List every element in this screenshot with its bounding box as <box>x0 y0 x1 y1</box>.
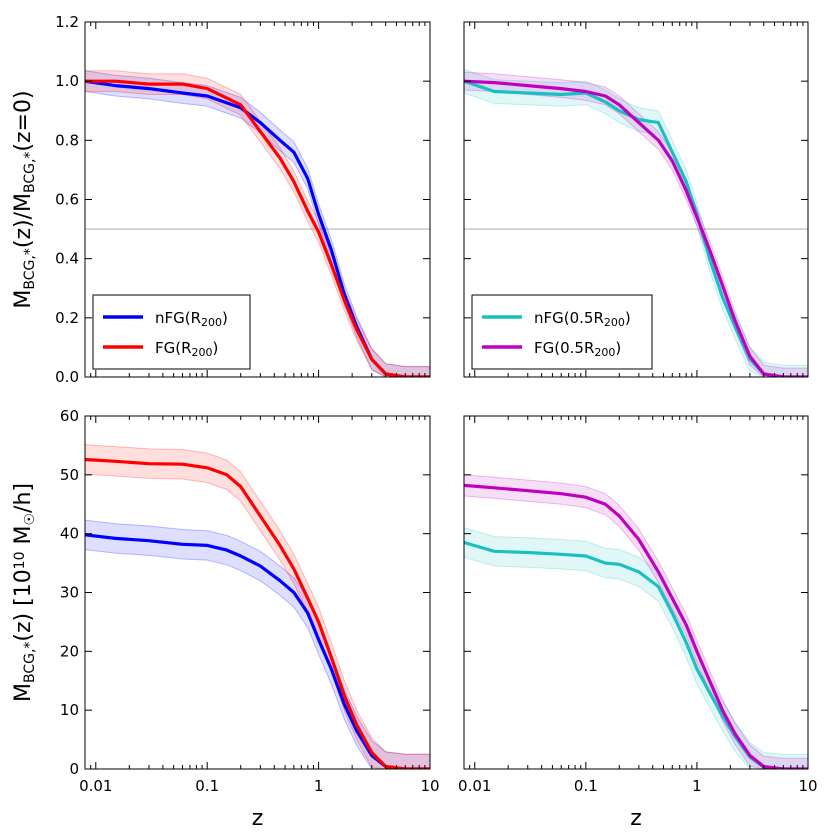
y-tick-label: 50 <box>60 466 79 484</box>
plot-area <box>464 68 808 377</box>
y-tick-label: 0 <box>69 760 79 778</box>
legend-label-FG(R200): FG(R200) <box>155 339 218 359</box>
x-tick-label: 0.1 <box>195 777 219 795</box>
band-FG(0.5R200) <box>464 71 808 377</box>
y-tick-label: 1.2 <box>55 13 79 31</box>
y-tick-label: 0.2 <box>55 309 79 327</box>
line-nFG(0.5R200) <box>464 79 808 377</box>
y-tick-label: 60 <box>60 407 79 425</box>
legend-label-nFG(0.5R200): nFG(0.5R200) <box>534 309 631 329</box>
y-tick-label: 0.0 <box>55 368 79 386</box>
axes-frame <box>463 415 809 770</box>
y-tick-label: 0.4 <box>55 250 79 268</box>
y-tick-label: 10 <box>60 701 79 719</box>
y-tick-label: 1.0 <box>55 72 79 90</box>
x-axis-label: z <box>630 806 642 831</box>
plot-area <box>464 474 808 769</box>
line-FG(0.5R200) <box>464 483 808 769</box>
legend: nFG(0.5R200) FG(0.5R200) <box>471 294 653 370</box>
legend-label-nFG(R200): nFG(R200) <box>155 309 228 329</box>
line-FG(R200) <box>85 79 430 377</box>
panel-bottom-right: 0.01 0.1 1 10 z <box>458 415 818 831</box>
line-FG(R200) <box>85 457 430 769</box>
band-FG(R200) <box>85 444 430 769</box>
legend-label-FG(0.5R200): FG(0.5R200) <box>534 339 621 359</box>
x-tick-label: 0.1 <box>574 777 598 795</box>
y-axis-label: MBCG,*(z) [1010 M☉/h] <box>11 483 38 702</box>
band-FG(0.5R200) <box>464 474 808 769</box>
band-nFG(0.5R200) <box>464 527 808 769</box>
panel-top-left: 0.0 0.2 0.4 0.6 0.8 1.0 1.2 MBCG,*(z)/MBCG,*(z=… <box>11 13 431 386</box>
line-nFG(R200) <box>85 533 430 769</box>
x-tick-label: 1 <box>692 777 702 795</box>
x-tick-label: 10 <box>798 777 817 795</box>
y-tick-label: 0.8 <box>55 131 79 149</box>
plot-area <box>85 70 430 377</box>
panel-top-right: nFG(0.5R200) FG(0.5R200) <box>463 21 809 378</box>
line-FG(0.5R200) <box>464 79 808 377</box>
x-tick-label: 1 <box>314 777 324 795</box>
band-nFG(0.5R200) <box>464 68 808 377</box>
legend-box <box>92 294 251 370</box>
band-nFG(R200) <box>85 519 430 769</box>
y-axis-label: MBCG,*(z)/MBCG,*(z=0) <box>11 90 38 308</box>
legend: nFG(R200) FG(R200) <box>92 294 251 370</box>
y-tick-label: 40 <box>60 525 79 543</box>
x-tick-label: 0.01 <box>458 777 491 795</box>
y-tick-label: 0.6 <box>55 191 79 209</box>
y-tick-label: 20 <box>60 642 79 660</box>
x-tick-label: 10 <box>420 777 439 795</box>
x-axis-label: z <box>252 806 264 831</box>
panel-bottom-left: 0.01 0.1 1 10 0 10 20 30 40 50 60 z MBCG,*(z) [1010 … <box>11 407 440 831</box>
plot-area <box>85 444 430 769</box>
x-tick-label: 0.01 <box>79 777 112 795</box>
y-tick-label: 30 <box>60 584 79 602</box>
legend-box <box>471 294 653 370</box>
